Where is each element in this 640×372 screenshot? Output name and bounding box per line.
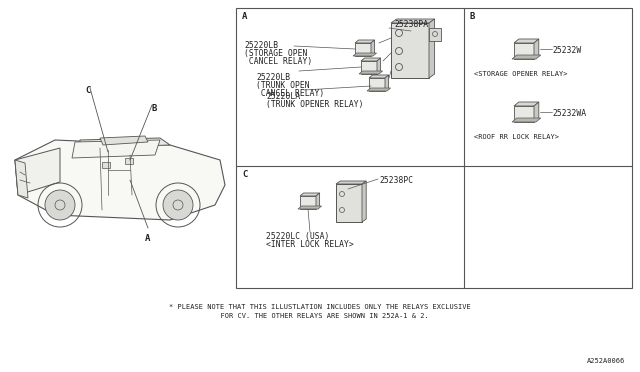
Polygon shape: [355, 40, 374, 43]
Polygon shape: [336, 184, 362, 222]
Text: <STORAGE OPENER RELAY>: <STORAGE OPENER RELAY>: [474, 71, 568, 77]
Text: <INTER LOCK RELAY>: <INTER LOCK RELAY>: [266, 240, 354, 249]
Bar: [102, 162, 110, 168]
Polygon shape: [361, 61, 377, 74]
Polygon shape: [429, 28, 441, 41]
Text: A252A0066: A252A0066: [587, 358, 625, 364]
Polygon shape: [316, 193, 319, 209]
Polygon shape: [514, 106, 534, 122]
Polygon shape: [361, 58, 381, 61]
Circle shape: [45, 190, 75, 220]
Text: 25238PC: 25238PC: [379, 176, 413, 185]
Polygon shape: [371, 40, 374, 56]
Polygon shape: [514, 39, 539, 43]
Polygon shape: [72, 140, 160, 158]
Text: (TRUNK OPEN: (TRUNK OPEN: [256, 81, 310, 90]
Polygon shape: [534, 39, 539, 59]
Polygon shape: [391, 19, 435, 23]
Polygon shape: [367, 88, 390, 91]
Polygon shape: [15, 148, 60, 195]
Polygon shape: [534, 102, 539, 122]
Polygon shape: [429, 19, 435, 78]
Polygon shape: [391, 23, 429, 78]
Text: <ROOF RR LOCK RELAY>: <ROOF RR LOCK RELAY>: [474, 134, 559, 140]
Text: C: C: [242, 170, 248, 179]
Polygon shape: [512, 55, 541, 59]
Text: 25220LB: 25220LB: [256, 73, 290, 82]
Text: 25220LA: 25220LA: [266, 92, 300, 101]
Bar: [236, 8, 632, 288]
Text: 25220LC (USA): 25220LC (USA): [266, 232, 330, 241]
Text: 25232W: 25232W: [552, 46, 582, 55]
Polygon shape: [514, 43, 534, 59]
Circle shape: [163, 190, 193, 220]
Polygon shape: [369, 78, 385, 91]
Text: A: A: [145, 234, 150, 243]
Polygon shape: [362, 181, 366, 222]
Text: (STORAGE OPEN: (STORAGE OPEN: [244, 49, 307, 58]
Text: CANCEL RELAY): CANCEL RELAY): [244, 57, 312, 66]
Polygon shape: [355, 43, 371, 56]
Polygon shape: [298, 206, 322, 209]
Polygon shape: [336, 181, 366, 184]
Text: FOR CV. THE OTHER RELAYS ARE SHOWN IN 252A-1 & 2.: FOR CV. THE OTHER RELAYS ARE SHOWN IN 25…: [212, 313, 428, 319]
Polygon shape: [15, 160, 28, 198]
Text: 25220LB: 25220LB: [244, 41, 278, 50]
Text: 25232WA: 25232WA: [552, 109, 587, 118]
Text: A: A: [242, 12, 248, 21]
Polygon shape: [300, 196, 316, 209]
Text: CANCEL RELAY): CANCEL RELAY): [256, 89, 324, 98]
Text: 25238PA: 25238PA: [394, 20, 428, 29]
Text: * PLEASE NOTE THAT THIS ILLUSTLATION INCLUDES ONLY THE RELAYS EXCLUSIVE: * PLEASE NOTE THAT THIS ILLUSTLATION INC…: [169, 304, 471, 310]
Polygon shape: [514, 102, 539, 106]
Polygon shape: [369, 75, 388, 78]
Polygon shape: [512, 118, 541, 122]
Polygon shape: [80, 138, 170, 148]
Text: B: B: [470, 12, 476, 21]
Polygon shape: [100, 136, 148, 145]
Text: (TRUNK OPENER RELAY): (TRUNK OPENER RELAY): [266, 100, 364, 109]
Polygon shape: [15, 140, 225, 220]
Polygon shape: [353, 53, 376, 56]
Text: B: B: [152, 104, 157, 113]
Polygon shape: [300, 193, 319, 196]
Polygon shape: [377, 58, 381, 74]
Polygon shape: [385, 75, 388, 91]
Polygon shape: [359, 71, 383, 74]
Text: C: C: [85, 86, 90, 95]
Bar: [125, 158, 133, 164]
